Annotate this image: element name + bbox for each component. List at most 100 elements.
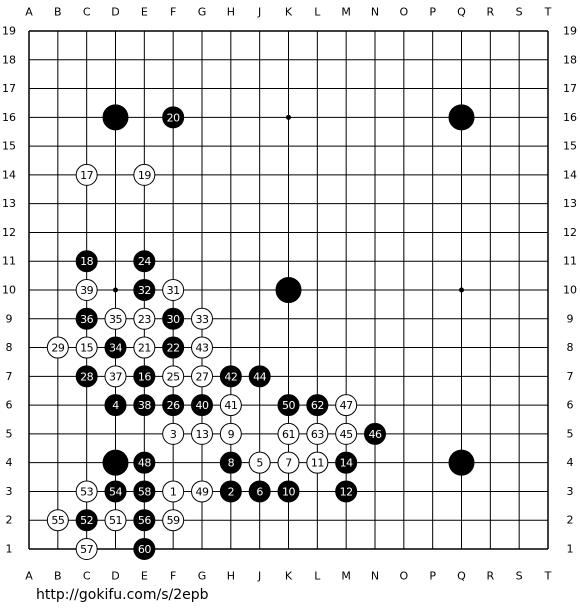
white-stone: 5: [248, 451, 271, 474]
white-stone: 27: [191, 365, 213, 388]
move-number: 25: [167, 370, 180, 383]
stone: [75, 163, 98, 186]
white-stone: 43: [191, 336, 213, 359]
black-stone: 42: [219, 365, 242, 388]
stone: [133, 480, 156, 503]
stone: [104, 480, 127, 503]
move-number: 8: [228, 457, 235, 470]
move-number: 48: [138, 457, 151, 470]
move-number: 42: [224, 370, 237, 383]
move-number: 32: [138, 284, 151, 297]
stone: [191, 365, 213, 388]
black-stone: 48: [133, 451, 156, 474]
stone: [335, 451, 358, 474]
stone: [75, 336, 98, 359]
stone: [162, 365, 185, 388]
column-label: G: [198, 570, 207, 583]
column-label: S: [516, 6, 523, 19]
black-stone: 56: [133, 509, 156, 532]
stone: [162, 394, 185, 417]
white-stone: 47: [335, 394, 358, 417]
stone: [248, 480, 271, 503]
move-number: 31: [167, 284, 180, 297]
column-label: Q: [457, 570, 466, 583]
move-number: 40: [196, 399, 209, 412]
move-number: 57: [80, 543, 93, 556]
stone: [277, 394, 300, 417]
stone: [102, 449, 129, 476]
stone: [191, 394, 213, 417]
white-stone: 7: [277, 451, 300, 474]
white-stone: 9: [219, 422, 242, 445]
move-number: 19: [138, 169, 151, 182]
stone: [277, 422, 300, 445]
column-label: E: [141, 570, 148, 583]
move-number: 6: [256, 485, 263, 498]
black-stone: 2: [219, 480, 242, 503]
black-stone: 12: [335, 480, 358, 503]
stone: [335, 422, 358, 445]
move-number: 16: [138, 370, 151, 383]
row-label: 8: [567, 341, 574, 354]
row-label: 8: [6, 341, 13, 354]
white-stone: 3: [162, 422, 185, 445]
row-label: 9: [6, 312, 13, 325]
move-number: 44: [253, 370, 266, 383]
move-number: 21: [138, 342, 151, 355]
black-stone: 62: [306, 394, 329, 417]
move-number: 12: [340, 485, 353, 498]
stone: [335, 394, 358, 417]
row-label: 5: [6, 427, 13, 440]
move-number: 45: [340, 428, 353, 441]
black-stone: 52: [75, 509, 98, 532]
stone: [191, 336, 213, 359]
move-number: 33: [196, 313, 209, 326]
move-number: 24: [138, 255, 151, 268]
white-stone: 17: [75, 163, 98, 186]
column-label: P: [429, 570, 436, 583]
move-number: 38: [138, 399, 151, 412]
stone: [75, 307, 98, 330]
white-stone: 55: [46, 509, 69, 532]
stone: [275, 277, 302, 303]
row-label: 19: [563, 25, 577, 38]
row-label: 16: [2, 111, 16, 124]
row-label: 4: [567, 456, 574, 469]
move-number: 61: [282, 428, 295, 441]
move-number: 56: [138, 514, 151, 527]
column-label: O: [399, 570, 408, 583]
black-stone: [448, 449, 475, 476]
stone: [133, 250, 156, 273]
column-label: M: [341, 6, 351, 19]
stone: [104, 509, 127, 532]
white-stone: 25: [162, 365, 185, 388]
stone: [162, 307, 185, 330]
move-number: 59: [167, 514, 180, 527]
column-label: Q: [457, 6, 466, 19]
black-stone: [102, 104, 129, 131]
row-label: 9: [567, 312, 574, 325]
black-stone: 34: [104, 336, 127, 359]
move-number: 41: [224, 399, 237, 412]
stone: [133, 279, 156, 301]
black-stone: [102, 449, 129, 476]
black-stone: 10: [277, 480, 300, 503]
column-label: S: [516, 570, 523, 583]
move-number: 49: [196, 485, 209, 498]
move-number: 36: [80, 313, 93, 326]
column-label: N: [371, 570, 379, 583]
star-point: [286, 114, 291, 120]
column-label: H: [227, 6, 235, 19]
stone: [248, 451, 271, 474]
row-label: 13: [563, 197, 577, 210]
black-stone: 44: [248, 365, 271, 388]
stone: [75, 509, 98, 532]
stone: [219, 451, 242, 474]
move-number: 47: [340, 399, 353, 412]
stone: [75, 365, 98, 388]
move-number: 20: [167, 111, 180, 124]
move-number: 39: [80, 284, 93, 297]
column-label: H: [227, 570, 235, 583]
move-number: 23: [138, 313, 151, 326]
